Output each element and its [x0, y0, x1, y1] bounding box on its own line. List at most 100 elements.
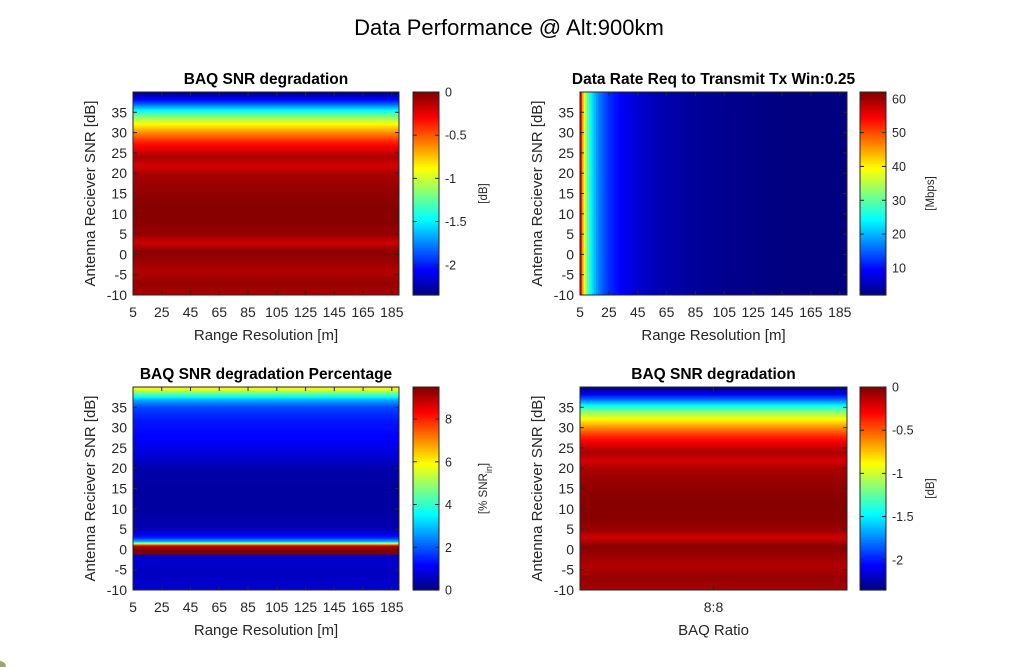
colorbar-segment [860, 473, 886, 476]
colorbar-segment [860, 235, 886, 239]
colorbar-segment [860, 535, 886, 539]
heatmap-row [580, 505, 847, 508]
heatmap-row [580, 543, 847, 546]
colorbar-segment [413, 578, 439, 581]
heatmap-row [580, 412, 847, 415]
heatmap-column [612, 92, 615, 295]
heatmap-column [793, 92, 796, 295]
heatmap-row [133, 213, 399, 216]
colorbar-segment [860, 395, 886, 398]
heatmap-row [133, 163, 399, 165]
colorbar-segment [860, 207, 886, 210]
heatmap-row [133, 155, 399, 157]
heatmap-column [813, 92, 816, 295]
colorbar-tick-label: 10 [892, 261, 906, 275]
heatmap-row [133, 256, 399, 259]
colorbar-segment [860, 139, 886, 142]
colorbar-segment [413, 176, 439, 179]
heatmap-column [758, 92, 761, 295]
colorbar-segment [860, 141, 886, 144]
heatmap-row [580, 458, 847, 460]
colorbar-segment [413, 178, 439, 181]
colorbar-segment [860, 134, 886, 137]
colorbar-segment [860, 562, 886, 566]
colorbar-segment [413, 229, 439, 232]
heatmap-row [133, 460, 399, 463]
colorbar-segment [413, 493, 439, 496]
heatmap-row [580, 570, 847, 573]
heatmap-row [133, 200, 399, 202]
heatmap-column [692, 92, 695, 295]
heatmap-row [133, 513, 399, 516]
heatmap-row [133, 549, 399, 552]
heatmap-row [133, 483, 399, 486]
heatmap-column [661, 92, 665, 295]
heatmap-row [133, 190, 399, 192]
heatmap-row [133, 245, 399, 248]
heatmap-column [645, 92, 649, 295]
heatmap-row [133, 272, 399, 275]
heatmap-row [133, 119, 399, 121]
colorbar-segment [413, 147, 439, 151]
colorbar-segment [860, 392, 886, 395]
colorbar-segment [413, 107, 439, 110]
heatmap-row [133, 216, 399, 218]
colorbar-segment [413, 419, 439, 422]
colorbar-segment [860, 146, 886, 149]
heatmap-column [633, 92, 636, 295]
subplot-title: BAQ SNR degradation [184, 71, 348, 88]
heatmap-row [580, 530, 847, 532]
colorbar-segment [413, 249, 439, 252]
heatmap-row [133, 105, 399, 108]
colorbar-segment [413, 267, 439, 271]
heatmap-row [580, 472, 847, 475]
heatmap-row [580, 438, 847, 441]
heatmap-row [580, 391, 847, 394]
heatmap-row [133, 181, 399, 183]
heatmap-row [580, 582, 847, 584]
heatmap-row [133, 494, 399, 496]
x-tick-label: 145 [770, 304, 794, 320]
heatmap-row [133, 108, 399, 111]
heatmap-row [580, 420, 847, 423]
heatmap-row [580, 517, 847, 520]
heatmap-row [580, 576, 847, 579]
colorbar-segment [860, 122, 886, 125]
heatmap-column [695, 92, 699, 295]
colorbar-segment [413, 105, 439, 108]
heatmap-column [770, 92, 773, 295]
heatmap-row [133, 222, 399, 225]
y-tick-label: -5 [562, 562, 575, 578]
heatmap-row [133, 548, 399, 550]
colorbar-segment [413, 512, 439, 515]
heatmap-row [133, 415, 399, 417]
heatmap-row [580, 513, 847, 516]
colorbar-segment [860, 480, 886, 483]
heatmap-row [133, 209, 399, 212]
heatmap-row [133, 497, 399, 500]
colorbar-segment [413, 400, 439, 403]
heatmap-row [133, 440, 399, 442]
heatmap-row [580, 432, 847, 434]
colorbar-segment [413, 139, 439, 142]
heatmap-row [580, 560, 847, 563]
x-tick-label: 145 [323, 304, 347, 320]
heatmap-row [580, 532, 847, 535]
heatmap-row [580, 406, 847, 408]
colorbar-segment [413, 562, 439, 566]
y-axis-label: Antenna Reciever SNR [dB] [529, 396, 546, 582]
heatmap-row [580, 493, 847, 495]
colorbar-segment [860, 130, 886, 134]
heatmap-row [133, 221, 399, 224]
colorbar-segment [860, 476, 886, 479]
heatmap-row [580, 509, 847, 512]
colorbar-segment [413, 425, 439, 429]
colorbar-segment [860, 244, 886, 247]
y-tick-label: 20 [111, 460, 127, 476]
colorbar-segment [860, 425, 886, 429]
heatmap-row [133, 147, 399, 149]
colorbar-tick-label: 20 [892, 228, 906, 242]
colorbar-segment [860, 447, 886, 451]
x-axis-label: BAQ Ratio [678, 622, 749, 639]
colorbar-segment [860, 420, 886, 424]
